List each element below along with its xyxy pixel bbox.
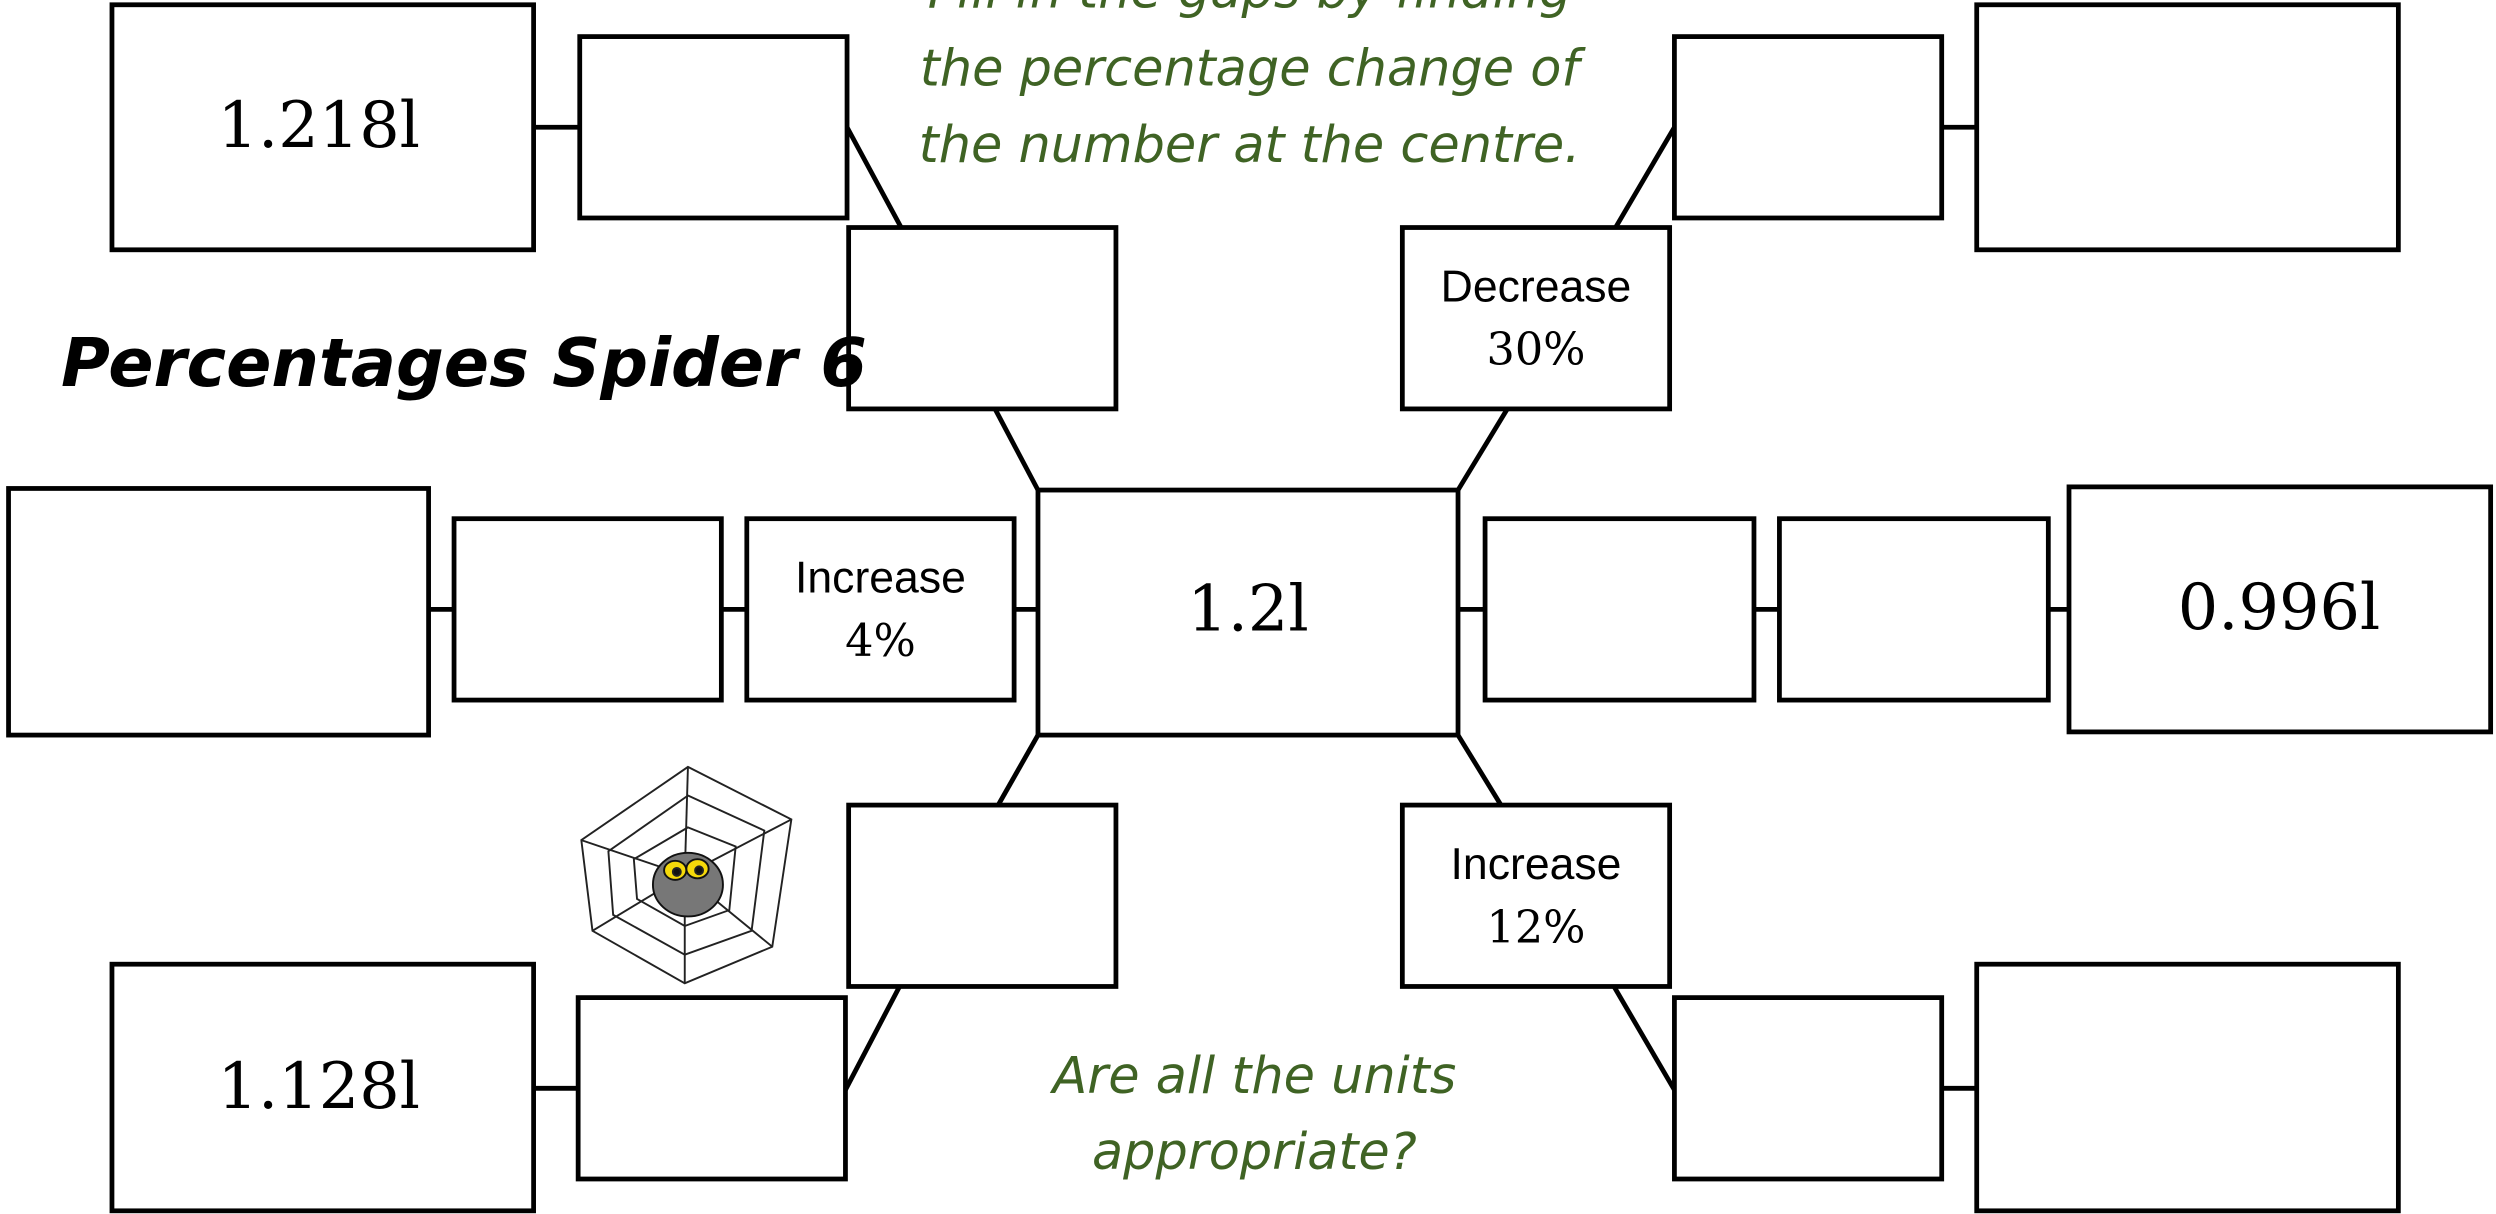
answer-box xyxy=(1674,37,1941,218)
connector xyxy=(845,986,899,1089)
operation: Decrease xyxy=(1441,262,1632,311)
connector xyxy=(998,735,1038,805)
answer-box xyxy=(1977,964,2399,1211)
answer-box xyxy=(578,998,845,1179)
operation-box xyxy=(849,228,1116,409)
answer-box xyxy=(9,488,429,735)
connector xyxy=(1458,409,1507,490)
answer: 1.128l xyxy=(218,1050,420,1124)
connector xyxy=(847,127,901,227)
operation: Increase xyxy=(1451,840,1622,889)
instruction-line: Fill in the gaps by finding xyxy=(928,0,1572,21)
connector xyxy=(1614,986,1674,1089)
operation-box xyxy=(1402,228,1669,409)
question-line: appropriate? xyxy=(1092,1123,1417,1182)
answer-box xyxy=(1977,5,2399,250)
spider-pupil xyxy=(673,868,681,876)
question-line: Are all the units xyxy=(1049,1047,1456,1106)
answer-box xyxy=(1674,998,1941,1179)
instruction-line: the percentage change of xyxy=(920,40,1586,99)
answer-box xyxy=(454,519,721,700)
page: Percentages Spider 6 Fill in the gaps by… xyxy=(0,0,2496,1214)
operation-amount: 30% xyxy=(1486,324,1585,376)
connector xyxy=(995,409,1038,490)
answer: 0.996l xyxy=(2178,571,2380,645)
centre-value: 1.2l xyxy=(1187,573,1309,647)
instruction-line: the number at the centre. xyxy=(919,116,1581,175)
operation-amount: 12% xyxy=(1486,901,1585,953)
operation-box xyxy=(1485,519,1754,700)
operation-box xyxy=(747,519,1014,700)
worksheet: Percentages Spider 6 Fill in the gaps by… xyxy=(0,0,2496,1214)
spider-icon xyxy=(581,767,791,983)
answer: 1.218l xyxy=(218,89,420,163)
answer-box xyxy=(580,37,847,218)
operation-box xyxy=(1402,805,1669,986)
answer-box xyxy=(1779,519,2048,700)
title: Percentages Spider 6 xyxy=(61,324,867,402)
spider-pupil xyxy=(695,866,703,874)
connector xyxy=(1458,735,1501,805)
operation-amount: 4% xyxy=(845,615,916,667)
operation-box xyxy=(849,805,1116,986)
operation: Increase xyxy=(795,554,966,603)
connector xyxy=(1616,127,1675,227)
